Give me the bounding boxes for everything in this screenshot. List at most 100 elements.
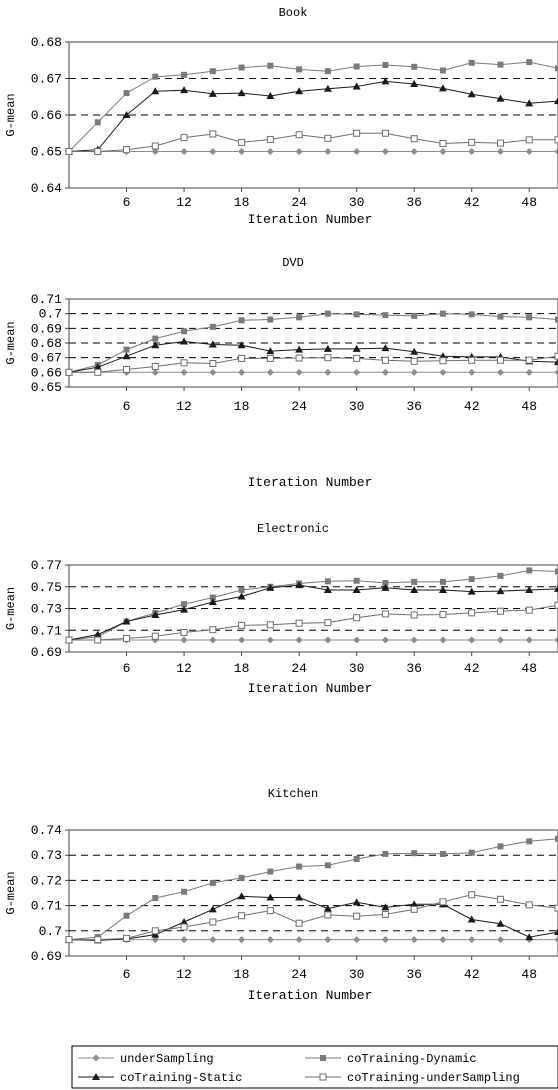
data-point (151, 87, 160, 95)
data-point (151, 368, 159, 376)
x-tick-label: 36 (406, 399, 422, 414)
series-line (68, 569, 558, 641)
data-point (468, 356, 476, 364)
x-tick-label: 18 (234, 661, 250, 676)
data-point (151, 927, 159, 935)
x-tick-label: 48 (521, 661, 537, 676)
data-point (209, 323, 216, 330)
data-point (65, 636, 73, 644)
data-point (151, 341, 160, 349)
chart-kitchen: Kitchen 0.69 0.7 0.71 0.72 0.73 0.74 6 12 18 24 30 3… (4, 787, 558, 1003)
data-point (295, 345, 304, 353)
data-point (238, 64, 245, 71)
data-point (208, 89, 217, 97)
data-point (295, 354, 303, 362)
data-point (208, 905, 217, 913)
legend-marker (92, 1054, 100, 1062)
data-point (123, 146, 131, 154)
y-tick-label: 0.7 (39, 924, 62, 939)
data-point (468, 368, 476, 376)
series-line (69, 132, 558, 152)
data-point (266, 92, 275, 100)
data-point (497, 313, 504, 320)
y-tick-label: 0.66 (31, 365, 62, 380)
data-point (526, 59, 533, 66)
data-point (238, 317, 245, 324)
data-point (468, 576, 475, 583)
data-point (439, 357, 447, 365)
data-point (152, 73, 159, 80)
y-tick-label: 0.68 (31, 336, 62, 351)
data-point (381, 356, 389, 364)
data-point (266, 893, 275, 901)
chart-title: Electronic (257, 522, 329, 536)
y-tick-label: 0.71 (31, 623, 62, 638)
data-point (353, 311, 360, 318)
legend-item: coTraining-Dynamic (305, 1052, 477, 1066)
data-point (526, 314, 533, 321)
legend-box (71, 1045, 558, 1089)
data-point (554, 358, 558, 366)
x-tick-label: 48 (521, 399, 537, 414)
x-tick-label: 42 (464, 661, 480, 676)
data-point (266, 347, 275, 355)
y-tick-label: 0.65 (31, 380, 62, 395)
data-point (352, 898, 361, 906)
series-line (68, 838, 558, 941)
data-point (353, 936, 361, 944)
data-point (295, 581, 304, 589)
data-point (496, 636, 504, 644)
data-point (525, 933, 534, 941)
data-point (237, 89, 246, 97)
chart-book: Book 0.64 0.65 0.66 0.67 0.68 6 12 18 24 30 36 42 48 I… (4, 6, 558, 227)
y-tick-label: 0.69 (31, 645, 62, 660)
data-point (324, 936, 332, 944)
x-axis-label: Iteration Number (248, 212, 373, 227)
series-coTraining-Static (65, 581, 558, 644)
data-point (180, 148, 188, 155)
data-point (324, 134, 332, 142)
chart-electronic: Electronic 0.69 0.71 0.73 0.75 0.77 6 12 18 24 30 3… (4, 522, 558, 696)
y-tick-label: 0.69 (31, 949, 62, 964)
data-point (266, 354, 274, 362)
data-point (152, 895, 159, 902)
data-point (266, 936, 274, 944)
legend-label: coTraining-Dynamic (347, 1052, 477, 1066)
data-point (525, 606, 533, 614)
data-point (296, 314, 303, 321)
data-point (237, 592, 246, 600)
data-point (554, 936, 558, 944)
data-point (238, 138, 246, 146)
data-point (209, 636, 217, 644)
data-point (180, 359, 188, 367)
x-tick-label: 18 (234, 967, 250, 982)
data-point (295, 936, 303, 944)
data-point (411, 63, 418, 70)
data-point (324, 68, 331, 75)
series-coTraining-Dynamic (66, 59, 558, 155)
data-point (180, 917, 189, 925)
data-point (238, 587, 245, 594)
data-point (554, 636, 558, 644)
data-point (181, 328, 188, 335)
data-point (381, 77, 390, 85)
data-point (353, 636, 361, 644)
data-point (324, 619, 332, 627)
data-point (180, 636, 188, 644)
data-point (65, 148, 73, 155)
series-line (68, 584, 558, 641)
y-tick-label: 0.68 (31, 35, 62, 50)
data-point (180, 605, 189, 613)
data-point (554, 352, 558, 360)
data-point (238, 874, 245, 881)
data-point (180, 368, 188, 376)
legend-item: coTraining-Static (78, 1071, 242, 1085)
series-coTraining-Dynamic (66, 567, 558, 644)
data-point (496, 936, 504, 944)
x-tick-label: 24 (291, 399, 307, 414)
data-point (382, 850, 389, 857)
data-point (324, 636, 332, 644)
data-point (180, 134, 188, 142)
data-point (467, 915, 476, 923)
x-axis-label: Iteration Number (248, 681, 373, 696)
